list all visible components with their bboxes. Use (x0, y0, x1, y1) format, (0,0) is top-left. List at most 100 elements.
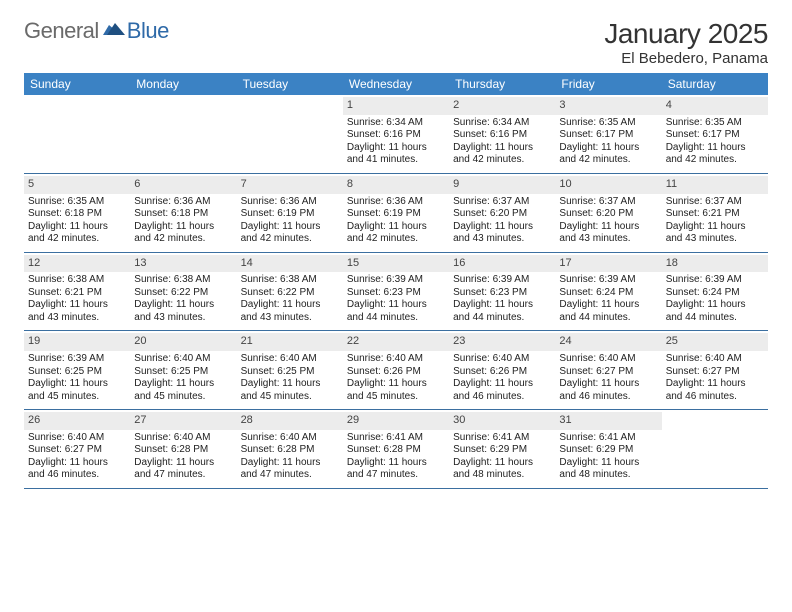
day-number: 10 (555, 176, 661, 194)
sunrise-value: Sunrise: 6:37 AM (666, 196, 764, 209)
daylight-value: Daylight: 11 hours (453, 221, 551, 234)
sunset-value: Sunset: 6:24 PM (559, 287, 657, 300)
day-number: 20 (130, 333, 236, 351)
daylight-value: Daylight: 11 hours (559, 299, 657, 312)
sunset-value: Sunset: 6:18 PM (28, 208, 126, 221)
day-cell: 9Sunrise: 6:37 AMSunset: 6:20 PMDaylight… (449, 174, 555, 252)
weekday-monday: Monday (130, 73, 236, 95)
sunrise-value: Sunrise: 6:37 AM (453, 196, 551, 209)
sunrise-value: Sunrise: 6:38 AM (241, 274, 339, 287)
sunset-value: Sunset: 6:16 PM (453, 129, 551, 142)
sunrise-value: Sunrise: 6:40 AM (559, 353, 657, 366)
daylight-value: Daylight: 11 hours (28, 221, 126, 234)
weekday-friday: Friday (555, 73, 661, 95)
sunset-value: Sunset: 6:27 PM (28, 444, 126, 457)
day-number: 19 (24, 333, 130, 351)
day-cell: 13Sunrise: 6:38 AMSunset: 6:22 PMDayligh… (130, 253, 236, 331)
day-number: 11 (662, 176, 768, 194)
sunset-value: Sunset: 6:27 PM (559, 366, 657, 379)
sunrise-value: Sunrise: 6:38 AM (28, 274, 126, 287)
day-number: 8 (343, 176, 449, 194)
day-cell: 8Sunrise: 6:36 AMSunset: 6:19 PMDaylight… (343, 174, 449, 252)
calendar-page: General Blue January 2025 El Bebedero, P… (0, 0, 792, 499)
sunset-value: Sunset: 6:17 PM (559, 129, 657, 142)
sunset-value: Sunset: 6:25 PM (134, 366, 232, 379)
daylight-value: Daylight: 11 hours (241, 457, 339, 470)
weekday-tuesday: Tuesday (237, 73, 343, 95)
weekday-header-row: Sunday Monday Tuesday Wednesday Thursday… (24, 73, 768, 95)
day-cell: 7Sunrise: 6:36 AMSunset: 6:19 PMDaylight… (237, 174, 343, 252)
day-number: 13 (130, 255, 236, 273)
day-number: 18 (662, 255, 768, 273)
day-cell: 27Sunrise: 6:40 AMSunset: 6:28 PMDayligh… (130, 410, 236, 488)
sunset-value: Sunset: 6:17 PM (666, 129, 764, 142)
daylight-value: Daylight: 11 hours (453, 378, 551, 391)
day-cell: 11Sunrise: 6:37 AMSunset: 6:21 PMDayligh… (662, 174, 768, 252)
sunrise-value: Sunrise: 6:35 AM (666, 117, 764, 130)
logo-flag-icon (103, 21, 125, 42)
sunrise-value: Sunrise: 6:34 AM (453, 117, 551, 130)
week-row: 19Sunrise: 6:39 AMSunset: 6:25 PMDayligh… (24, 331, 768, 410)
daylight-value: Daylight: 11 hours (453, 457, 551, 470)
daylight-value: and 47 minutes. (134, 469, 232, 482)
weeks-container: 1Sunrise: 6:34 AMSunset: 6:16 PMDaylight… (24, 95, 768, 489)
day-number: 29 (343, 412, 449, 430)
day-cell: 12Sunrise: 6:38 AMSunset: 6:21 PMDayligh… (24, 253, 130, 331)
sunrise-value: Sunrise: 6:36 AM (241, 196, 339, 209)
daylight-value: Daylight: 11 hours (347, 457, 445, 470)
day-number: 28 (237, 412, 343, 430)
daylight-value: and 42 minutes. (666, 154, 764, 167)
daylight-value: Daylight: 11 hours (28, 378, 126, 391)
day-cell: 29Sunrise: 6:41 AMSunset: 6:28 PMDayligh… (343, 410, 449, 488)
day-cell: 3Sunrise: 6:35 AMSunset: 6:17 PMDaylight… (555, 95, 661, 173)
day-cell: 14Sunrise: 6:38 AMSunset: 6:22 PMDayligh… (237, 253, 343, 331)
daylight-value: Daylight: 11 hours (134, 221, 232, 234)
daylight-value: Daylight: 11 hours (134, 457, 232, 470)
sunset-value: Sunset: 6:20 PM (559, 208, 657, 221)
daylight-value: and 43 minutes. (134, 312, 232, 325)
sunrise-value: Sunrise: 6:35 AM (559, 117, 657, 130)
sunset-value: Sunset: 6:24 PM (666, 287, 764, 300)
daylight-value: Daylight: 11 hours (453, 299, 551, 312)
sunset-value: Sunset: 6:22 PM (134, 287, 232, 300)
sunrise-value: Sunrise: 6:40 AM (241, 353, 339, 366)
day-cell: 23Sunrise: 6:40 AMSunset: 6:26 PMDayligh… (449, 331, 555, 409)
daylight-value: Daylight: 11 hours (347, 378, 445, 391)
day-number: 27 (130, 412, 236, 430)
day-cell: 31Sunrise: 6:41 AMSunset: 6:29 PMDayligh… (555, 410, 661, 488)
daylight-value: and 44 minutes. (453, 312, 551, 325)
sunrise-value: Sunrise: 6:41 AM (559, 432, 657, 445)
logo-text-blue: Blue (127, 18, 169, 44)
sunset-value: Sunset: 6:18 PM (134, 208, 232, 221)
daylight-value: Daylight: 11 hours (666, 299, 764, 312)
day-cell: 16Sunrise: 6:39 AMSunset: 6:23 PMDayligh… (449, 253, 555, 331)
daylight-value: Daylight: 11 hours (347, 299, 445, 312)
sunrise-value: Sunrise: 6:34 AM (347, 117, 445, 130)
daylight-value: and 48 minutes. (559, 469, 657, 482)
sunrise-value: Sunrise: 6:36 AM (134, 196, 232, 209)
daylight-value: Daylight: 11 hours (666, 142, 764, 155)
sunset-value: Sunset: 6:23 PM (347, 287, 445, 300)
sunrise-value: Sunrise: 6:40 AM (666, 353, 764, 366)
daylight-value: and 42 minutes. (241, 233, 339, 246)
day-cell (662, 410, 768, 488)
daylight-value: and 46 minutes. (559, 391, 657, 404)
day-cell (24, 95, 130, 173)
sunrise-value: Sunrise: 6:37 AM (559, 196, 657, 209)
daylight-value: and 44 minutes. (666, 312, 764, 325)
day-cell: 10Sunrise: 6:37 AMSunset: 6:20 PMDayligh… (555, 174, 661, 252)
day-number: 23 (449, 333, 555, 351)
sunset-value: Sunset: 6:19 PM (241, 208, 339, 221)
day-cell: 6Sunrise: 6:36 AMSunset: 6:18 PMDaylight… (130, 174, 236, 252)
week-row: 1Sunrise: 6:34 AMSunset: 6:16 PMDaylight… (24, 95, 768, 174)
daylight-value: and 41 minutes. (347, 154, 445, 167)
sunset-value: Sunset: 6:26 PM (453, 366, 551, 379)
day-number: 7 (237, 176, 343, 194)
daylight-value: and 45 minutes. (347, 391, 445, 404)
daylight-value: and 47 minutes. (241, 469, 339, 482)
sunset-value: Sunset: 6:28 PM (241, 444, 339, 457)
daylight-value: and 42 minutes. (347, 233, 445, 246)
sunset-value: Sunset: 6:16 PM (347, 129, 445, 142)
day-number: 25 (662, 333, 768, 351)
daylight-value: Daylight: 11 hours (134, 378, 232, 391)
